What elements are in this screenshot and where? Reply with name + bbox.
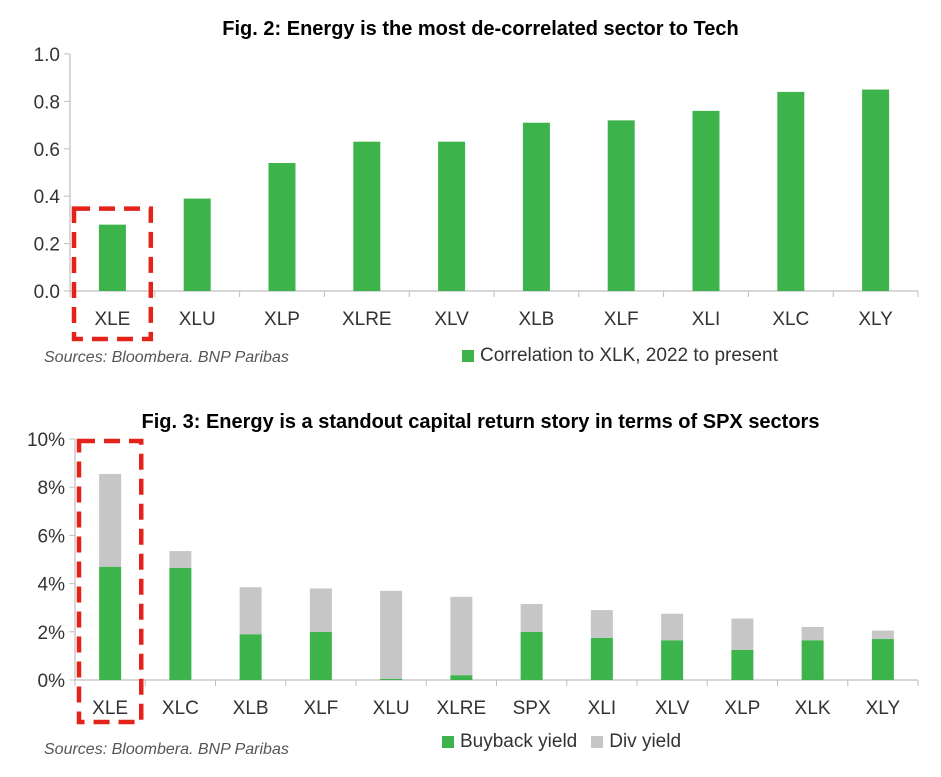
y-tick-label: 0.0 (34, 282, 60, 303)
chart-title: Fig. 2: Energy is the most de-correlated… (222, 18, 739, 40)
bar (268, 163, 296, 291)
bar (731, 649, 754, 680)
chart-source: Sources: Bloombera. BNP Paribas (44, 741, 289, 758)
legend-item: Correlation to XLK, 2022 to present (462, 345, 778, 367)
x-tick-label: XLV (434, 309, 469, 330)
chart-legend: Buyback yield Div yield (442, 731, 695, 753)
y-tick-label: 6% (38, 526, 66, 547)
bar (871, 630, 894, 640)
x-tick-label: XLF (303, 698, 338, 719)
x-tick-label: XLC (772, 309, 809, 330)
bar (661, 613, 684, 641)
highlight-box (71, 206, 154, 342)
x-tick-label: XLC (162, 698, 199, 719)
x-tick-label: XLRE (342, 309, 392, 330)
bar (801, 626, 824, 641)
bar (309, 631, 332, 680)
y-tick-label: 0% (38, 671, 66, 692)
y-tick-label: 10% (27, 430, 65, 451)
y-tick-label: 0.4 (34, 187, 61, 208)
legend-swatch (591, 736, 604, 748)
bar (520, 631, 543, 680)
bar (661, 640, 684, 680)
x-tick-label: XLF (604, 309, 639, 330)
bar (98, 224, 126, 291)
legend-label: Buyback yield (460, 731, 578, 752)
chart-legend: Correlation to XLK, 2022 to present (462, 345, 792, 367)
bar (99, 566, 122, 680)
x-tick-label: XLB (233, 698, 269, 719)
x-tick-label: XLV (655, 698, 690, 719)
y-tick-label: 2% (38, 623, 66, 644)
chart-fig3: Fig. 3: Energy is a standout capital ret… (0, 395, 941, 777)
x-tick-label: XLU (373, 698, 410, 719)
bar (692, 110, 720, 291)
bar (169, 551, 192, 568)
legend-item: Div yield (591, 731, 681, 753)
x-tick-label: XLE (92, 698, 128, 719)
highlight-box (76, 438, 144, 725)
legend-label: Div yield (609, 731, 682, 752)
x-tick-label: XLK (795, 698, 831, 719)
x-tick-label: XLY (858, 309, 893, 330)
x-tick-label: XLI (692, 309, 721, 330)
bar (450, 596, 473, 676)
bar (239, 634, 262, 680)
legend-swatch (442, 736, 454, 748)
chart-plot: 0% 2% 4% 6% 8% 10% XLE XLC XLB XLF XLU XLRE SPX XLI XL… (27, 430, 919, 725)
x-tick-label: XLI (588, 698, 617, 719)
bar (590, 637, 613, 680)
y-tick-label: 0.8 (34, 92, 60, 113)
x-tick-label: SPX (513, 698, 551, 719)
y-tick-label: 0.6 (34, 140, 60, 161)
bar (777, 91, 805, 291)
bar (590, 610, 613, 638)
bar (871, 639, 894, 680)
bar (607, 120, 635, 291)
x-tick-label: XLU (179, 309, 216, 330)
y-tick-label: 8% (38, 478, 66, 499)
bar (380, 590, 403, 679)
bar (520, 604, 543, 632)
x-tick-label: XLB (518, 309, 554, 330)
bar (522, 122, 550, 291)
legend-swatch (462, 350, 474, 362)
bar (438, 141, 466, 291)
chart-plot: 0.0 0.2 0.4 0.6 0.8 1.0 XLE XLU XLP XLRE XLV XLB XLF… (34, 45, 919, 342)
bar (239, 587, 262, 635)
x-tick-label: XLRE (437, 698, 487, 719)
bar (801, 640, 824, 680)
chart-fig2: Fig. 2: Energy is the most de-correlated… (0, 0, 941, 380)
legend-item: Buyback yield (442, 731, 577, 753)
bar (99, 473, 122, 567)
bar (731, 618, 754, 650)
chart-source: Sources: Bloombera. BNP Paribas (44, 349, 289, 366)
y-tick-label: 1.0 (34, 45, 60, 66)
bar (380, 678, 403, 680)
chart-title: Fig. 3: Energy is a standout capital ret… (141, 411, 820, 433)
bar (183, 198, 211, 291)
bar (862, 89, 890, 291)
bar (309, 588, 332, 632)
legend-label: Correlation to XLK, 2022 to present (480, 345, 778, 366)
bar (169, 567, 192, 680)
y-tick-label: 0.2 (34, 235, 60, 256)
x-tick-label: XLY (866, 698, 901, 719)
bar (353, 141, 381, 291)
x-tick-label: XLP (724, 698, 760, 719)
x-tick-label: XLP (264, 309, 300, 330)
bar (450, 675, 473, 680)
x-tick-label: XLE (94, 309, 130, 330)
y-tick-label: 4% (38, 575, 66, 596)
